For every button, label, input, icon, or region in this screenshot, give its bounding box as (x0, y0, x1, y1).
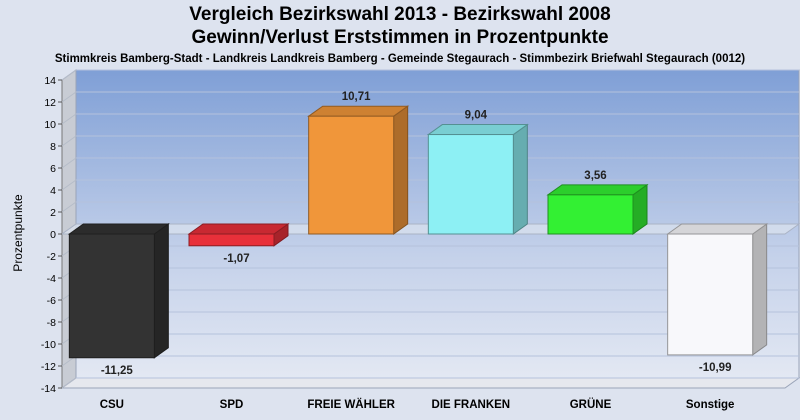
floor (60, 377, 800, 389)
bar-top (546, 184, 649, 196)
bar-side (752, 223, 768, 356)
category-label: SPD (220, 399, 244, 411)
value-label: -1,07 (223, 253, 249, 265)
y-tick-label: 0 (50, 229, 56, 241)
bar-front (667, 233, 754, 356)
grid-line-side (61, 113, 77, 125)
category-label: CSU (100, 399, 124, 411)
bar-side (153, 223, 169, 359)
y-tick-label: -12 (41, 361, 56, 373)
bar-top (666, 223, 769, 235)
bar-front (188, 233, 275, 247)
value-label: 10,71 (342, 91, 371, 103)
y-tick-label: 4 (50, 185, 56, 197)
grid-line-side (61, 91, 77, 103)
category-label: DIE FRANKEN (432, 399, 511, 411)
y-tick-label: -14 (41, 383, 56, 395)
bar-csu (67, 223, 170, 359)
bars (67, 105, 769, 359)
bar-front (68, 233, 155, 359)
category-label: GRÜNE (570, 398, 612, 411)
y-tick-label: 14 (44, 75, 56, 87)
category-label: FREIE WÄHLER (307, 398, 395, 411)
value-label: -10,99 (699, 362, 732, 374)
y-tick-label: 12 (44, 97, 56, 109)
bar-top (187, 223, 290, 235)
y-tick-label: -8 (47, 317, 56, 329)
y-tick-label: -2 (47, 251, 56, 263)
value-label: 9,04 (465, 110, 488, 122)
bar-sonstige (666, 223, 769, 356)
grid-line-side (61, 69, 77, 81)
bar-top (67, 223, 170, 235)
grid-line-side (61, 135, 77, 147)
value-label: -11,25 (101, 365, 134, 377)
bar-die-franken (426, 123, 529, 235)
grid-line-side (61, 157, 77, 169)
grid-line-side (61, 179, 77, 191)
chart-title: Vergleich Bezirkswahl 2013 - Bezirkswahl… (189, 4, 611, 25)
y-tick-label: 2 (50, 207, 56, 219)
grid-line-side (61, 201, 77, 213)
chart-caption: Stimmkreis Bamberg-Stadt - Landkreis Lan… (54, 53, 746, 65)
grid-line-side (61, 377, 77, 389)
bar-front (547, 194, 634, 235)
bar-spd (187, 223, 290, 247)
y-tick-label: -4 (47, 273, 56, 285)
y-tick-label: 10 (44, 119, 56, 131)
bar-front (427, 134, 514, 235)
y-tick-label: -6 (47, 295, 56, 307)
value-label: 3,56 (584, 170, 606, 182)
bar-freie-w-hler (307, 105, 410, 235)
bar-front (308, 115, 395, 235)
bar-top (307, 105, 410, 117)
chart-subtitle: Gewinn/Verlust Erststimmen in Prozentpun… (191, 27, 609, 48)
y-tick-label: 8 (50, 141, 56, 153)
y-tick-label: -10 (41, 339, 56, 351)
bar-top (426, 124, 529, 136)
bar-side (393, 105, 409, 235)
x-axis-labels: CSU SPD FREIE WÄHLER DIE FRANKEN GRÜNE Sonsti… (100, 398, 735, 411)
bar-gr-ne (546, 183, 649, 235)
category-label: Sonstige (686, 399, 735, 411)
y-axis-label: Prozentpunkte (11, 194, 25, 272)
y-axis-ticks: 14 12 10 8 6 4 2 0 -2 -4 -6 -8 -10 -12 -14 (41, 75, 62, 395)
y-tick-label: 6 (50, 163, 56, 175)
value-labels: -11,25 -1,07 10,71 9,04 3,56 -10,99 (101, 91, 732, 377)
bar-side (512, 123, 528, 235)
